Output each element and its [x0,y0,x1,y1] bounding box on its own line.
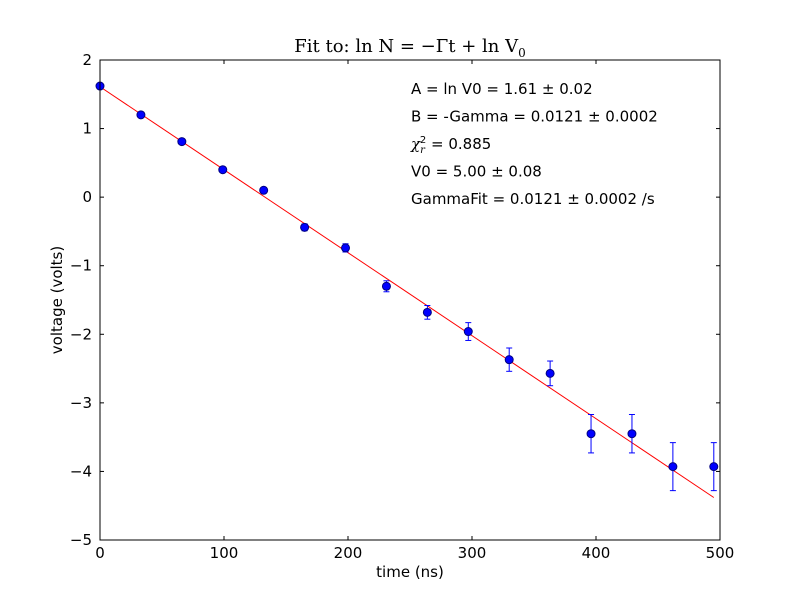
data-point [136,110,146,120]
y-tick-label: −2 [70,325,92,343]
data-point [668,462,678,472]
y-tick-label: −4 [70,462,92,480]
fit-annotation: V0 = 5.00 ± 0.08 [411,163,542,181]
data-point [177,137,187,147]
x-tick-label: 100 [210,544,239,562]
fit-annotation: A = ln V0 = 1.61 ± 0.02 [411,80,593,98]
data-point [422,307,432,317]
data-point [300,222,310,232]
y-tick-label: −1 [70,257,92,275]
plot-frame [99,59,721,541]
y-tick-label: 1 [82,120,92,138]
data-point [218,165,228,175]
fit-annotation: χr2 = 0.885 [410,135,491,156]
data-point [504,355,514,365]
data-point [586,429,596,439]
y-tick-label: 0 [82,188,92,206]
x-tick-label: 0 [95,544,105,562]
x-tick-label: 500 [706,544,735,562]
data-point [259,185,269,195]
x-axis-label: time (ns) [376,563,444,581]
y-tick-label: −3 [70,394,92,412]
fit-line [99,86,715,498]
data-point [341,243,351,253]
data-point [545,368,555,378]
fit-annotation: B = -Gamma = 0.0121 ± 0.0002 [411,108,658,126]
chart-title: Fit to: ln N = −Γt + ln V0 [294,36,525,60]
x-tick-label: 400 [582,544,611,562]
x-tick-label: 200 [334,544,363,562]
data-point [463,327,473,337]
data-point [709,462,719,472]
data-point [381,281,391,291]
y-tick-label: 2 [82,51,92,69]
x-tick-label: 300 [458,544,487,562]
y-tick-label: −5 [70,531,92,549]
y-axis-label: voltage (volts) [48,246,66,354]
fit-annotation: GammaFit = 0.0121 ± 0.0002 /s [411,190,655,208]
data-point [627,429,637,439]
